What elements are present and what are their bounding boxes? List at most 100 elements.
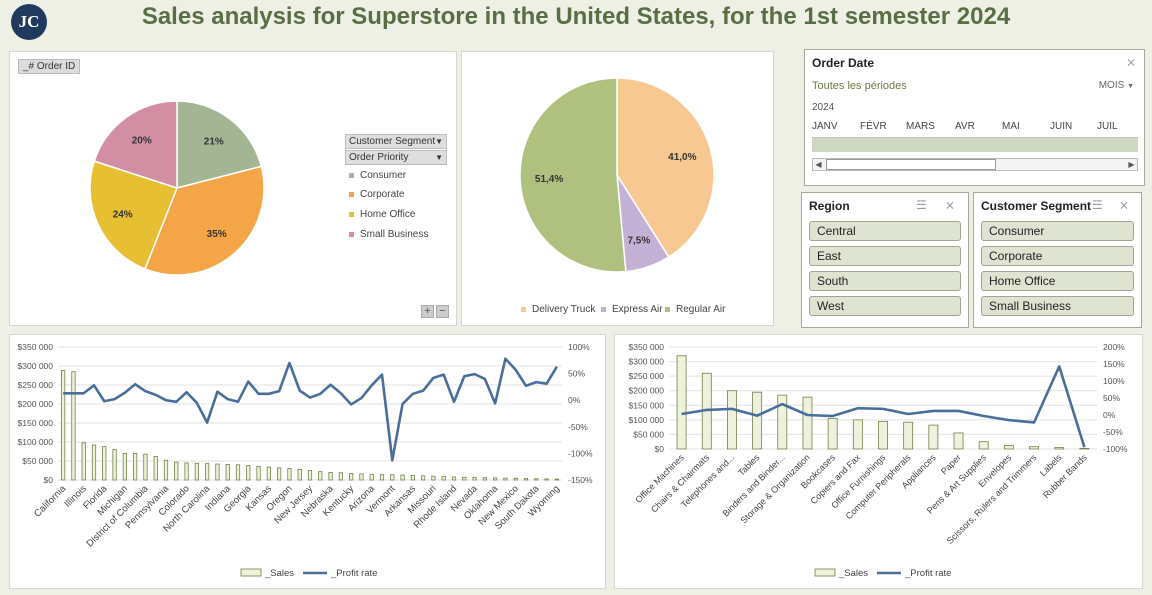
- legend-delivery-truck: Delivery Truck: [521, 304, 595, 315]
- sales-bar: [287, 468, 292, 481]
- sales-bar: [369, 473, 374, 481]
- month-label: JUIN: [1050, 121, 1073, 132]
- sales-bar: [431, 475, 436, 481]
- slicer-title: Region: [809, 199, 850, 213]
- sales-bar: [379, 474, 385, 481]
- slicer-item-consumer[interactable]: Consumer: [981, 221, 1134, 241]
- y-tick-label: $200 000: [629, 386, 665, 396]
- month-label: JANV: [812, 121, 838, 132]
- sales-bar: [359, 473, 364, 481]
- scroll-right-icon[interactable]: ▶: [1128, 160, 1135, 169]
- sales-bar: [163, 459, 169, 481]
- order-id-field-tag[interactable]: _# Order ID: [18, 59, 81, 74]
- scroll-thumb[interactable]: [826, 159, 996, 170]
- timeline-bar[interactable]: [812, 137, 1138, 152]
- y2-tick-label: 100%: [568, 342, 590, 352]
- sales-bar: [493, 477, 498, 481]
- sales-bar: [194, 462, 199, 481]
- clear-filter-icon[interactable]: ⨯: [1119, 198, 1130, 212]
- sales-bar: [205, 463, 210, 481]
- category-sales-panel: $0 $50 000 $100 000 $150 000 $200 000 $250 00…: [614, 334, 1143, 589]
- state-sales-profit-chart: $0 $50 000 $100 000 $150 000 $200 000 $250 00…: [18, 342, 593, 579]
- clear-filter-icon[interactable]: ⨯: [1125, 55, 1136, 69]
- sales-bar: [277, 467, 282, 481]
- legend-sales-label: _Sales: [838, 568, 868, 579]
- sales-bar: [421, 475, 426, 481]
- period-label: Toutes les périodes: [812, 80, 907, 92]
- sales-bar: [184, 462, 189, 481]
- sales-bar: [827, 418, 838, 450]
- y-tick-label: $50 000: [633, 429, 664, 439]
- y-tick-label: $50 000: [22, 456, 53, 466]
- legend-small-business: Small Business: [349, 229, 428, 240]
- sales-bar: [1079, 448, 1090, 450]
- sales-bar: [112, 449, 117, 481]
- jc-logo: JC: [11, 4, 47, 40]
- sales-bar: [143, 453, 148, 481]
- sales-bar: [318, 471, 323, 481]
- sales-bar: [878, 420, 888, 450]
- sales-bar: [235, 464, 241, 481]
- slicer-item-west[interactable]: West: [809, 296, 961, 316]
- slicer-item-south[interactable]: South: [809, 271, 961, 291]
- multi-select-icon[interactable]: ☰: [916, 198, 927, 212]
- sales-bar: [503, 477, 508, 481]
- timeline-scrollbar[interactable]: ◀ ▶: [812, 158, 1138, 171]
- order-priority-filter-button[interactable]: Order Priority ▼: [345, 150, 447, 165]
- y2-tick-label: 50%: [1103, 393, 1120, 403]
- sales-bar: [328, 471, 333, 481]
- clear-filter-icon[interactable]: ⨯: [945, 198, 956, 212]
- sales-bar: [102, 446, 107, 481]
- slicer-item-corporate[interactable]: Corporate: [981, 246, 1134, 266]
- y-tick-label: $350 000: [18, 342, 54, 352]
- collapse-button[interactable]: −: [436, 305, 449, 318]
- y2-tick-label: -50%: [568, 422, 588, 432]
- pie-slice: [93, 100, 178, 190]
- y2-tick-label: -100%: [1103, 444, 1128, 454]
- pie-slice: [176, 100, 263, 189]
- legend-corporate: Corporate: [349, 189, 404, 200]
- period-mode-select[interactable]: MOIS ▼: [1098, 80, 1134, 91]
- month-label: FÉVR: [860, 121, 887, 132]
- state-sales-panel: $0 $50 000 $100 000 $150 000 $200 000 $250 00…: [9, 334, 606, 589]
- legend-sales-swatch: [240, 568, 262, 577]
- y-tick-label: $250 000: [629, 371, 665, 381]
- scroll-left-icon[interactable]: ◀: [815, 160, 822, 169]
- timeline-year: 2024: [812, 102, 835, 113]
- sales-bar: [534, 478, 539, 481]
- sales-bar: [978, 441, 989, 450]
- sales-bar: [225, 464, 230, 481]
- y2-tick-label: 150%: [1103, 359, 1125, 369]
- sales-bar: [903, 421, 914, 450]
- timeline-title: Order Date: [812, 56, 875, 70]
- y-tick-label: $300 000: [18, 361, 54, 371]
- pie-data-label: 24%: [113, 210, 133, 221]
- y-tick-label: $250 000: [18, 380, 54, 390]
- legend-profit-label: _Profit rate: [330, 568, 377, 579]
- chevron-down-icon: ▼: [1127, 83, 1134, 90]
- slicer-item-home-office[interactable]: Home Office: [981, 271, 1134, 291]
- y-tick-label: $100 000: [18, 437, 54, 447]
- pie-data-label: 35%: [207, 229, 227, 240]
- multi-select-icon[interactable]: ☰: [1092, 198, 1103, 212]
- customer-segment-filter-button[interactable]: Customer Segment ▼: [345, 134, 447, 149]
- expand-button[interactable]: +: [421, 305, 434, 318]
- filter-label: Order Priority: [349, 152, 409, 163]
- slicer-item-small-business[interactable]: Small Business: [981, 296, 1134, 316]
- sales-bar: [1003, 445, 1014, 450]
- sales-bar: [482, 477, 487, 481]
- month-label: AVR: [955, 121, 975, 132]
- legend-consumer: Consumer: [349, 170, 406, 181]
- pie-slice: [89, 160, 178, 270]
- sales-bar: [523, 478, 529, 481]
- sales-bar: [727, 390, 737, 450]
- sales-bar: [246, 465, 251, 481]
- y-tick-label: $300 000: [629, 357, 665, 367]
- filter-label: Customer Segment: [349, 136, 436, 147]
- y-tick-label: $100 000: [629, 415, 665, 425]
- slicer-item-east[interactable]: East: [809, 246, 961, 266]
- sales-bar: [953, 432, 964, 450]
- sales-bar: [349, 473, 354, 481]
- slicer-item-central[interactable]: Central: [809, 221, 961, 241]
- legend-express-air: Express Air: [601, 304, 663, 315]
